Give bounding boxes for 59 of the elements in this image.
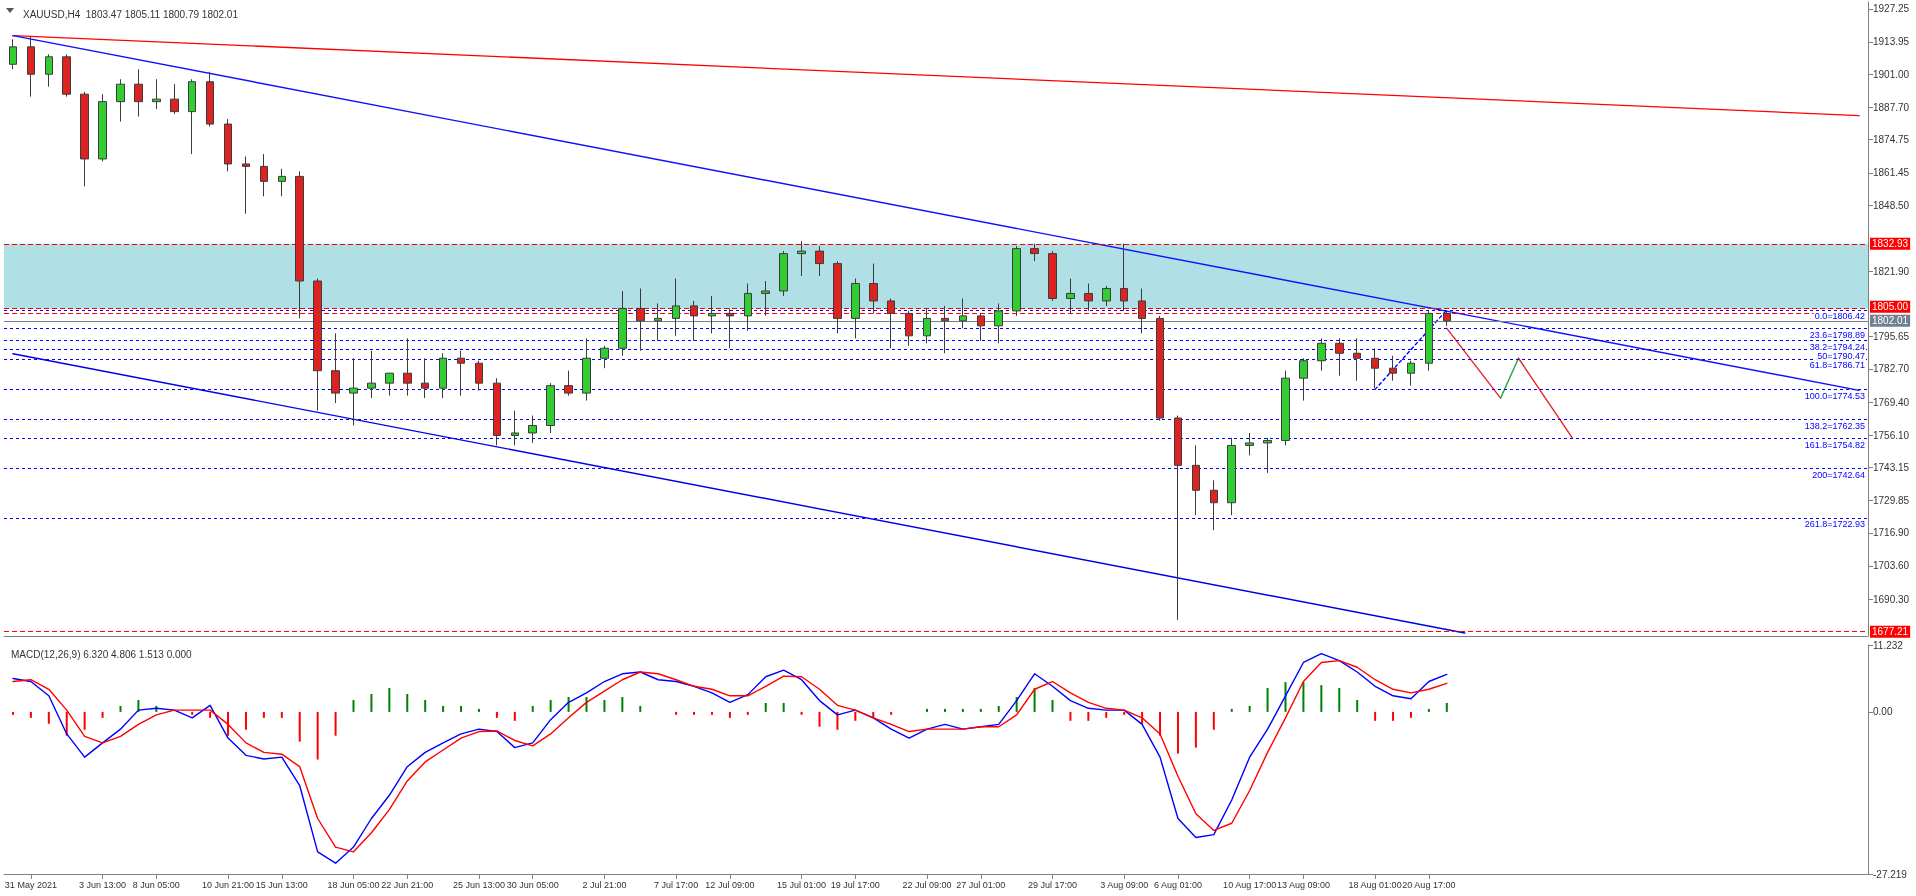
- x-tick-label: 3 Jun 13:00: [79, 879, 127, 890]
- ref-line-label: 1805.00: [1872, 301, 1909, 313]
- ref-line-label: 50=1790.47: [1817, 351, 1865, 362]
- x-tick-label: 29 Jul 17:00: [1027, 879, 1078, 890]
- ref-line-label: 61.8=1786.71: [1809, 360, 1865, 371]
- text: XAUUSD,H4 1803.47 1805.11 1800.79 1802.01: [23, 8, 239, 20]
- x-tick-label: 27 Jul 01:00: [956, 879, 1006, 890]
- x-tick-label: 30 Jun 05:00: [506, 879, 559, 890]
- x-tick-label: 6 Aug 01:00: [1153, 879, 1202, 890]
- x-tick-label: 10 Aug 17:00: [1223, 879, 1277, 890]
- ref-line-label: 100.0=1774.53: [1804, 390, 1865, 401]
- x-tick-label: 3 Aug 09:00: [1100, 879, 1149, 890]
- x-tick-label: 2 Jul 21:00: [582, 879, 627, 890]
- x-tick-label: 22 Jul 09:00: [902, 879, 952, 890]
- ref-line-label: 1832.93: [1872, 238, 1909, 250]
- y-tick-label: 1782.70: [1873, 363, 1910, 375]
- y-tick-label: 1913.95: [1873, 36, 1910, 48]
- x-tick-label: 13 Aug 09:00: [1276, 879, 1330, 890]
- y-tick-label: 1769.40: [1873, 396, 1910, 408]
- x-tick-label: 18 Aug 01:00: [1348, 879, 1402, 890]
- y-tick-label: 1743.15: [1873, 461, 1910, 473]
- y-tick-label: 0.00: [1873, 706, 1893, 718]
- x-tick-label: 20 Aug 17:00: [1402, 879, 1456, 890]
- y-tick-label: 1821.90: [1873, 265, 1910, 277]
- x-tick-label: 7 Jul 17:00: [654, 879, 699, 890]
- ref-line-label: 23.6=1798.89: [1809, 330, 1865, 341]
- ref-line-label: 38.2=1794.24: [1809, 341, 1865, 352]
- ref-line-label: 261.8=1722.93: [1804, 519, 1865, 530]
- y-tick-label: -27.219: [1873, 868, 1908, 880]
- x-tick-label: 18 Jun 05:00: [327, 879, 380, 890]
- ref-line-label: 1677.21: [1872, 626, 1909, 638]
- y-tick-label: 11.232: [1873, 639, 1904, 651]
- y-tick-label: 1756.10: [1873, 429, 1910, 441]
- x-tick-label: 10 Jun 21:00: [202, 879, 255, 890]
- x-tick-label: 15 Jun 13:00: [255, 879, 308, 890]
- y-tick-label: 1729.85: [1873, 495, 1910, 507]
- y-tick-label: 1703.60: [1873, 560, 1910, 572]
- x-tick-label: 22 Jun 21:00: [381, 879, 434, 890]
- y-tick-label: 1901.00: [1873, 68, 1910, 80]
- chart-title: MACD(12,26,9) 6.320 4.806 1.513 0.000: [11, 648, 193, 660]
- y-tick-label: 1690.30: [1873, 593, 1910, 605]
- ref-line-label: 161.8=1754.82: [1804, 439, 1865, 450]
- ref-line-label: 0.0=1806.42: [1814, 311, 1865, 322]
- y-tick-label: 1887.70: [1873, 101, 1910, 113]
- y-tick-label: 1874.75: [1873, 134, 1910, 146]
- x-tick-label: 15 Jul 01:00: [777, 879, 827, 890]
- x-tick-label: 8 Jun 05:00: [132, 879, 180, 890]
- ref-line-label: 200=1742.64: [1812, 470, 1865, 481]
- ref-line-label: 1802.01: [1872, 315, 1909, 327]
- ref-line-label: 138.2=1762.35: [1804, 421, 1865, 432]
- y-tick-label: 1927.25: [1873, 3, 1910, 15]
- y-tick-label: 1861.45: [1873, 167, 1910, 179]
- y-tick-label: 1716.90: [1873, 527, 1910, 539]
- x-tick-label: 19 Jul 17:00: [830, 879, 880, 890]
- x-tick-label: 25 Jun 13:00: [452, 879, 505, 890]
- x-tick-label: 31 May 2021: [4, 879, 57, 890]
- y-tick-label: 1848.50: [1873, 199, 1910, 211]
- x-tick-label: 12 Jul 09:00: [705, 879, 755, 890]
- y-tick-label: 1795.65: [1873, 331, 1910, 343]
